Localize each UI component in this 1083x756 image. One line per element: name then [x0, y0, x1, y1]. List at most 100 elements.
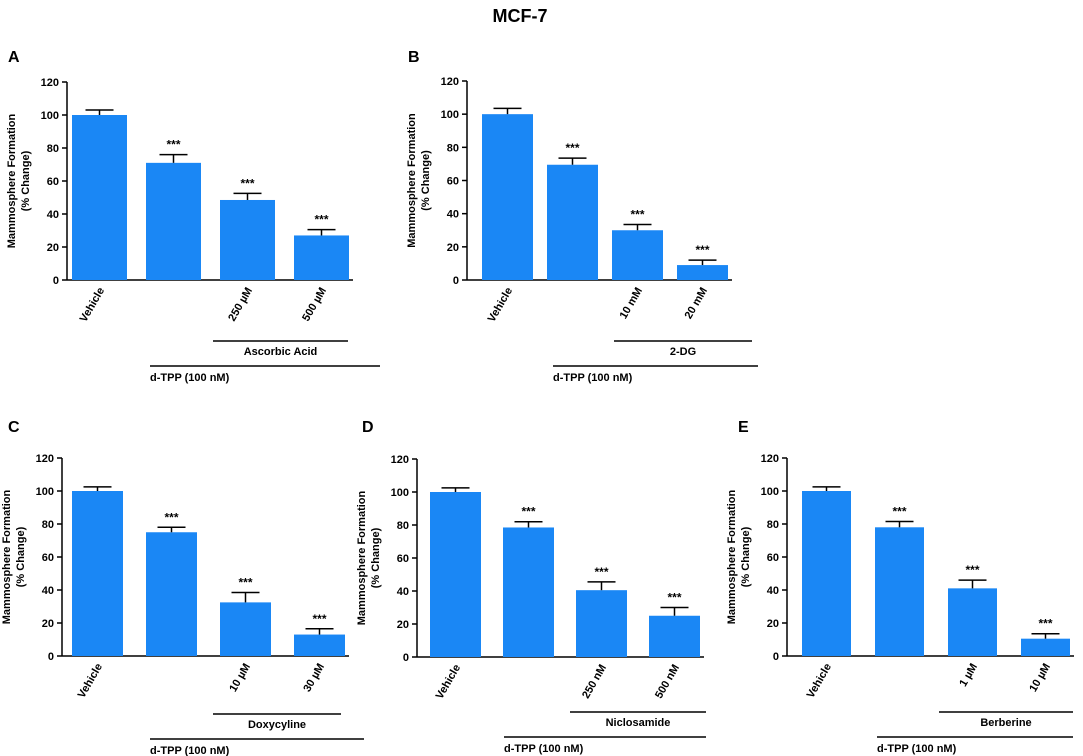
significance-label: *** — [238, 575, 252, 589]
bar — [649, 615, 700, 657]
significance-label: *** — [521, 505, 535, 519]
bar — [1021, 638, 1070, 656]
drug-label: Niclosamide — [606, 717, 671, 729]
y-tick-label: 40 — [47, 209, 59, 221]
significance-label: *** — [164, 510, 178, 524]
base-label: d-TPP (100 nM) — [553, 372, 633, 384]
y-tick-label: 80 — [767, 519, 779, 531]
bar — [677, 265, 728, 280]
y-axis-title: Mammosphere Formation — [726, 489, 738, 624]
significance-label: *** — [565, 141, 579, 155]
bar — [220, 199, 275, 280]
drug-label: Doxycyline — [248, 719, 306, 731]
bar — [948, 588, 997, 656]
y-tick-label: 100 — [391, 487, 409, 499]
category-label: 250 µM — [226, 286, 255, 324]
y-tick-label: 0 — [453, 275, 459, 287]
significance-label: *** — [1038, 617, 1052, 631]
significance-label: *** — [965, 563, 979, 577]
panel-letter: C — [8, 419, 20, 436]
bar — [802, 491, 851, 656]
y-tick-label: 120 — [41, 77, 59, 89]
y-tick-label: 100 — [761, 486, 779, 498]
y-axis-subtitle: (% Change) — [740, 526, 752, 587]
significance-label: *** — [240, 176, 254, 190]
y-tick-label: 120 — [36, 453, 54, 465]
figure-title: MCF-7 — [493, 6, 548, 26]
panel-letter: A — [8, 49, 20, 66]
y-tick-label: 60 — [47, 176, 59, 188]
significance-label: *** — [166, 138, 180, 152]
bar — [294, 235, 349, 280]
y-tick-label: 20 — [767, 618, 779, 630]
category-label: Vehicle — [805, 662, 834, 701]
base-label: d-TPP (100 nM) — [504, 743, 584, 755]
y-tick-label: 40 — [447, 209, 459, 221]
bar — [612, 230, 663, 280]
y-tick-label: 40 — [397, 586, 409, 598]
base-label: d-TPP (100 nM) — [877, 743, 957, 755]
bar — [146, 532, 197, 656]
significance-label: *** — [667, 591, 681, 605]
y-tick-label: 100 — [36, 486, 54, 498]
panel-b: B 0 20 40 60 80 100 120 Mammosphere Formation (% … — [406, 49, 758, 384]
category-label: 10 mM — [618, 286, 646, 322]
base-label: d-TPP (100 nM) — [150, 745, 230, 756]
category-label: 20 mM — [683, 286, 711, 322]
y-tick-label: 120 — [441, 76, 459, 88]
drug-label: 2-DG — [670, 346, 696, 358]
y-axis-title: Mammosphere Formation — [1, 489, 13, 624]
category-label: Vehicle — [76, 662, 105, 701]
category-label: 500 µM — [300, 286, 329, 324]
y-tick-label: 80 — [47, 143, 59, 155]
category-label: 30 µM — [301, 662, 327, 695]
significance-label: *** — [892, 505, 906, 519]
bar — [875, 527, 924, 656]
category-label: 500 nM — [653, 663, 682, 701]
y-tick-label: 20 — [47, 242, 59, 254]
y-tick-label: 120 — [761, 453, 779, 465]
bar — [430, 492, 481, 657]
y-axis-subtitle: (% Change) — [15, 526, 27, 587]
y-tick-label: 80 — [397, 520, 409, 532]
bar — [576, 590, 627, 657]
y-tick-label: 0 — [403, 652, 409, 664]
category-label: Vehicle — [78, 286, 107, 325]
panel-c: C 0 20 40 60 80 100 120 Mammosphere Formation (% … — [1, 419, 364, 756]
y-tick-label: 60 — [42, 552, 54, 564]
y-axis-subtitle: (% Change) — [420, 150, 432, 211]
y-tick-label: 60 — [767, 552, 779, 564]
y-tick-label: 20 — [447, 242, 459, 254]
drug-label: Ascorbic Acid — [244, 346, 318, 358]
category-label: 1 µM — [957, 662, 980, 689]
bar — [146, 162, 201, 280]
y-tick-label: 80 — [447, 142, 459, 154]
panel-letter: B — [408, 49, 420, 66]
y-tick-label: 20 — [42, 618, 54, 630]
y-tick-label: 0 — [53, 275, 59, 287]
y-tick-label: 60 — [397, 553, 409, 565]
panel-letter: D — [362, 419, 374, 436]
significance-label: *** — [630, 207, 644, 221]
category-label: 10 µM — [1027, 662, 1053, 695]
significance-label: *** — [695, 243, 709, 257]
y-tick-label: 40 — [42, 585, 54, 597]
y-tick-label: 120 — [391, 454, 409, 466]
bar — [482, 114, 533, 281]
y-axis-title: Mammosphere Formation — [356, 490, 368, 625]
category-label: Vehicle — [486, 286, 515, 325]
bar — [547, 164, 598, 280]
y-axis-subtitle: (% Change) — [20, 150, 32, 211]
bar — [220, 602, 271, 656]
y-tick-label: 60 — [447, 176, 459, 188]
drug-label: Berberine — [980, 717, 1031, 729]
y-tick-label: 20 — [397, 619, 409, 631]
bar — [294, 634, 345, 656]
bar — [503, 527, 554, 657]
base-label: d-TPP (100 nM) — [150, 372, 230, 384]
y-tick-label: 0 — [773, 651, 779, 663]
y-axis-title: Mammosphere Formation — [6, 113, 18, 248]
y-tick-label: 40 — [767, 585, 779, 597]
significance-label: *** — [314, 213, 328, 227]
category-label: 250 nM — [580, 663, 609, 701]
